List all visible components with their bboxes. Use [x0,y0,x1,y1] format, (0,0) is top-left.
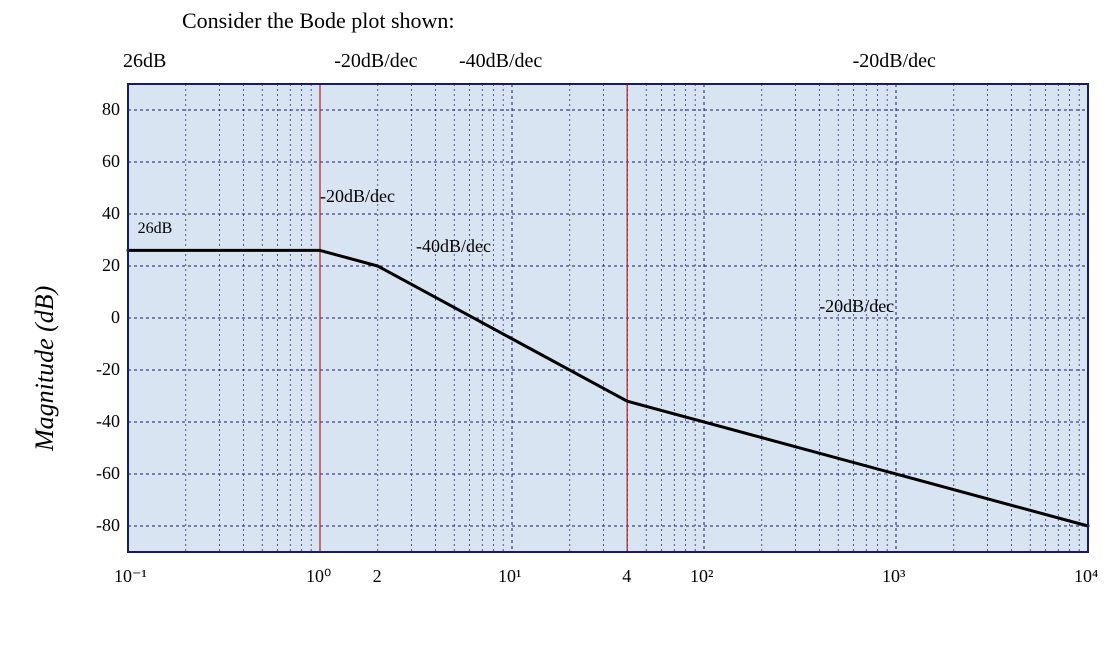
handwritten-label: 26dB [138,220,173,238]
x-axis-marker: 2 [373,566,382,587]
x-axis-marker: 4 [622,566,631,587]
page-root: { "title": { "text": "Consider the Bode … [0,0,1108,650]
handwritten-label: -20dB/dec [819,296,894,317]
handwritten-label: -20dB/dec [320,186,395,207]
bode-plot [0,0,1108,650]
handwritten-label: -40dB/dec [416,236,491,257]
